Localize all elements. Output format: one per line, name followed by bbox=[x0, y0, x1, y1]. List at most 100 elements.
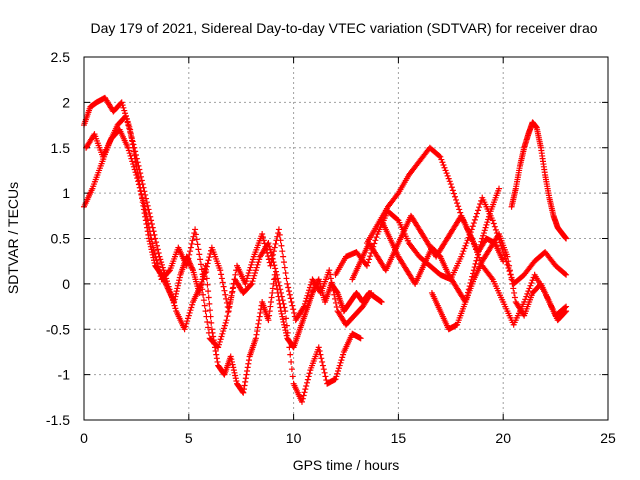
data-point bbox=[290, 306, 297, 313]
data-point bbox=[507, 271, 514, 278]
data-point bbox=[464, 289, 471, 296]
data-point bbox=[135, 181, 142, 188]
data-point bbox=[276, 282, 283, 289]
data-point bbox=[118, 99, 125, 106]
data-point bbox=[201, 273, 208, 280]
data-point bbox=[221, 322, 228, 329]
data-point bbox=[230, 280, 237, 287]
data-point bbox=[143, 211, 150, 218]
data-point bbox=[170, 299, 177, 306]
data-point bbox=[187, 261, 194, 268]
data-point bbox=[134, 175, 141, 182]
data-point bbox=[521, 299, 528, 306]
data-point bbox=[333, 289, 340, 296]
data-point bbox=[165, 283, 172, 290]
data-point bbox=[259, 230, 266, 237]
data-point bbox=[244, 272, 251, 279]
data-point bbox=[214, 358, 221, 365]
data-point bbox=[189, 301, 196, 308]
data-point bbox=[287, 295, 294, 302]
data-point bbox=[246, 267, 253, 274]
data-point bbox=[252, 269, 259, 276]
data-point bbox=[511, 289, 518, 296]
data-point bbox=[197, 256, 204, 263]
data-point bbox=[135, 178, 142, 185]
data-point bbox=[315, 344, 322, 351]
data-point bbox=[247, 264, 254, 271]
data-point bbox=[310, 288, 317, 295]
data-point bbox=[218, 333, 225, 340]
data-point bbox=[205, 324, 212, 331]
data-point bbox=[140, 200, 147, 207]
data-point bbox=[462, 242, 469, 249]
data-point bbox=[437, 153, 444, 160]
data-point bbox=[269, 285, 276, 292]
data-point bbox=[172, 305, 179, 312]
data-point bbox=[492, 226, 499, 233]
data-point bbox=[164, 280, 171, 287]
data-point bbox=[133, 155, 140, 162]
data-point bbox=[228, 356, 235, 363]
data-point bbox=[304, 379, 311, 386]
y-tick-label: 0 bbox=[62, 276, 70, 292]
data-point bbox=[203, 313, 210, 320]
data-point bbox=[127, 152, 134, 159]
data-point bbox=[465, 286, 472, 293]
data-point bbox=[463, 295, 470, 302]
data-point bbox=[249, 256, 256, 263]
data-point bbox=[504, 253, 511, 260]
data-point bbox=[136, 184, 143, 191]
data-point bbox=[327, 275, 334, 282]
data-point bbox=[158, 259, 165, 266]
data-point bbox=[279, 248, 286, 255]
data-point bbox=[168, 291, 175, 298]
data-point bbox=[223, 295, 230, 302]
data-point bbox=[335, 365, 342, 372]
data-point bbox=[187, 244, 194, 251]
data-point bbox=[233, 377, 240, 384]
data-point bbox=[270, 251, 277, 258]
data-point bbox=[206, 300, 213, 307]
data-point bbox=[256, 256, 263, 263]
data-point bbox=[144, 202, 151, 209]
data-point bbox=[144, 215, 151, 222]
data-point bbox=[151, 247, 158, 254]
data-point bbox=[229, 361, 236, 368]
data-point bbox=[216, 338, 223, 345]
data-point bbox=[202, 269, 209, 276]
data-point bbox=[464, 292, 471, 299]
data-point bbox=[218, 271, 225, 278]
data-point bbox=[474, 210, 480, 217]
data-point bbox=[276, 231, 283, 238]
data-point bbox=[231, 369, 238, 376]
data-point bbox=[192, 231, 199, 238]
data-point bbox=[244, 364, 251, 371]
data-point bbox=[147, 232, 154, 239]
data-point bbox=[148, 220, 155, 227]
data-point bbox=[243, 371, 250, 378]
data-point bbox=[187, 307, 194, 314]
data-point bbox=[256, 317, 263, 324]
data-point bbox=[291, 309, 298, 316]
data-point bbox=[133, 171, 140, 178]
data-point bbox=[482, 224, 489, 231]
data-point bbox=[176, 274, 183, 281]
y-tick-label: 2 bbox=[62, 94, 70, 110]
data-point bbox=[218, 275, 225, 282]
data-point bbox=[215, 344, 222, 351]
data-point bbox=[281, 304, 288, 311]
data-point bbox=[166, 286, 173, 293]
data-point bbox=[148, 217, 155, 224]
data-point bbox=[138, 177, 145, 184]
data-point bbox=[279, 316, 286, 323]
y-tick-labels: -1.5 -1 -0.5 0 0.5 1 1.5 2 2.5 bbox=[46, 49, 70, 428]
data-point bbox=[129, 138, 136, 145]
data-point bbox=[173, 288, 180, 295]
data-point bbox=[327, 271, 334, 278]
data-point bbox=[204, 260, 211, 267]
data-point bbox=[304, 376, 311, 383]
data-point bbox=[280, 259, 287, 266]
data-point bbox=[527, 282, 534, 289]
data-point bbox=[153, 242, 160, 249]
data-point bbox=[284, 280, 291, 287]
